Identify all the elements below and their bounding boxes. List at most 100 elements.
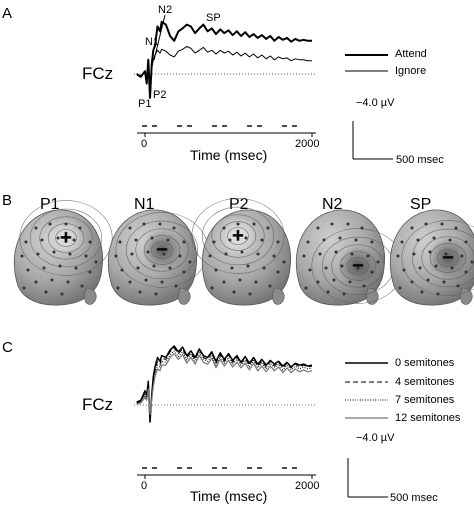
electrode-dot-p2-8 — [260, 238, 264, 242]
panel-a-letter: A — [2, 5, 12, 22]
electrode-dot-n2-16 — [308, 268, 312, 272]
electrode-dot-n1-18 — [152, 264, 156, 268]
electrode-dot-p2-9 — [276, 240, 280, 244]
electrode-dot-n1-23 — [160, 280, 164, 284]
electrode-dot-p1-15 — [94, 260, 98, 264]
panel-c-scale-time: 500 msec — [390, 492, 438, 504]
electrode-dot-p2-10 — [208, 254, 212, 258]
electrode-dot-p2-22 — [238, 278, 242, 282]
panel-c-traces — [136, 345, 313, 423]
electrode-dot-sp-19 — [450, 266, 454, 270]
electrode-dot-p1-26 — [60, 292, 64, 296]
electrode-dot-n2-9 — [370, 240, 374, 244]
activation-spot-p1 — [46, 218, 86, 258]
electrode-dot-p2-13 — [256, 252, 260, 256]
electrode-dot-n1-9 — [182, 240, 186, 244]
electrode-dot-sp-26 — [436, 292, 440, 296]
contour-line-n2-2 — [339, 251, 377, 281]
electrode-dot-sp-20 — [464, 270, 468, 274]
polarity-mark-n2: − — [352, 255, 364, 277]
trace-0-semitones — [136, 345, 313, 423]
electrode-dot-p2-26 — [248, 292, 252, 296]
electrode-dot-p2-18 — [246, 264, 250, 268]
electrode-dot-n2-6 — [322, 238, 326, 242]
electrode-dot-sp-16 — [402, 268, 406, 272]
component-label-sp: SP — [410, 196, 431, 213]
electrode-dot-sp-9 — [464, 240, 468, 244]
legend-label-7-semitones: 7 semitones — [395, 394, 455, 406]
contour-line-p2-3 — [211, 214, 265, 258]
electrode-dot-sp-22 — [426, 278, 430, 282]
electrode-dot-p1-12 — [52, 250, 56, 254]
electrode-dot-n2-22 — [332, 278, 336, 282]
panel-c-tick-label-0: 0 — [141, 480, 147, 492]
head-nose-p2 — [272, 287, 285, 305]
electrode-dot-p2-24 — [268, 284, 272, 288]
electrode-dot-sp-10 — [396, 254, 400, 258]
electrode-dot-n1-19 — [168, 266, 172, 270]
electrode-dot-p2-16 — [214, 268, 218, 272]
electrode-dot-p1-24 — [80, 284, 84, 288]
contour-line-sp-1 — [437, 249, 459, 267]
electrode-dot-n1-3 — [158, 222, 162, 226]
electrode-dot-n2-24 — [362, 284, 366, 288]
peak-label-n2: N2 — [158, 4, 172, 16]
electrode-dot-n2-4 — [360, 226, 364, 230]
electrode-dot-p2-6 — [228, 238, 232, 242]
panel-a: A FCz N2 N1 SP P1 P2 0 2000 Time (msec) … — [2, 4, 444, 166]
contour-line-p2-1 — [227, 227, 249, 245]
electrode-dot-p1-5 — [24, 240, 28, 244]
polarity-mark-p2: + — [232, 225, 244, 247]
electrode-dot-sp-25 — [420, 290, 424, 294]
contour-line-p2-5 — [191, 198, 285, 274]
electrode-dot-sp-7 — [432, 236, 436, 240]
electrode-dot-n2-18 — [340, 264, 344, 268]
electrode-dot-p2-5 — [212, 240, 216, 244]
electrode-dot-p1-10 — [20, 254, 24, 258]
peak-label-p1: P1 — [138, 98, 151, 110]
electrode-dot-p1-7 — [56, 236, 60, 240]
electrode-dot-sp-12 — [428, 250, 432, 254]
electrode-dot-sp-21 — [410, 280, 414, 284]
electrode-dot-sp-15 — [470, 260, 474, 264]
panel-c-tick-label-2000: 2000 — [295, 480, 319, 492]
electrode-dot-p1-23 — [66, 280, 70, 284]
electrode-dot-n1-15 — [188, 260, 192, 264]
contour-line-p2-2 — [219, 221, 257, 251]
electrode-dot-sp-6 — [416, 238, 420, 242]
component-label-n1: N1 — [134, 196, 155, 213]
electrode-dot-p2-17 — [230, 266, 234, 270]
electrode-dot-n2-14 — [366, 254, 370, 258]
electrode-dot-sp-1 — [410, 226, 414, 230]
electrode-dot-n1-25 — [138, 290, 142, 294]
electrode-dot-sp-27 — [398, 286, 402, 290]
contour-line-sp-4 — [412, 228, 474, 288]
electrode-dot-n1-10 — [114, 254, 118, 258]
electrode-dot-p1-16 — [26, 268, 30, 272]
electrode-dot-n2-21 — [316, 280, 320, 284]
electrode-dot-n1-7 — [150, 236, 154, 240]
electrode-dot-p2-21 — [222, 280, 226, 284]
electrode-dot-n2-7 — [338, 236, 342, 240]
panel-a-x-axis-label: Time (msec) — [190, 147, 267, 163]
scalp-map-p1: + — [13, 200, 113, 306]
peak-pointer-n2 — [153, 14, 166, 61]
electrode-dot-sp-18 — [434, 264, 438, 268]
component-label-p1: P1 — [40, 196, 60, 213]
electrode-dot-p1-25 — [44, 290, 48, 294]
panel-a-tick-label-0: 0 — [141, 138, 147, 150]
electrode-dot-sp-11 — [412, 252, 416, 256]
electrode-dot-n2-25 — [326, 290, 330, 294]
electrode-dot-n1-5 — [118, 240, 122, 244]
contour-line-n1-1 — [151, 241, 173, 259]
electrode-dot-p1-11 — [36, 252, 40, 256]
panel-b-letter: B — [2, 192, 12, 209]
electrode-dot-p1-3 — [64, 222, 68, 226]
electrode-dot-n1-26 — [154, 292, 158, 296]
panel-a-scale-time: 500 msec — [396, 154, 444, 166]
electrode-dot-p2-12 — [240, 250, 244, 254]
electrode-dot-n2-8 — [354, 238, 358, 242]
electrode-dot-p2-1 — [222, 226, 226, 230]
contour-line-p1-4 — [29, 208, 103, 268]
electrode-dot-n1-27 — [116, 286, 120, 290]
